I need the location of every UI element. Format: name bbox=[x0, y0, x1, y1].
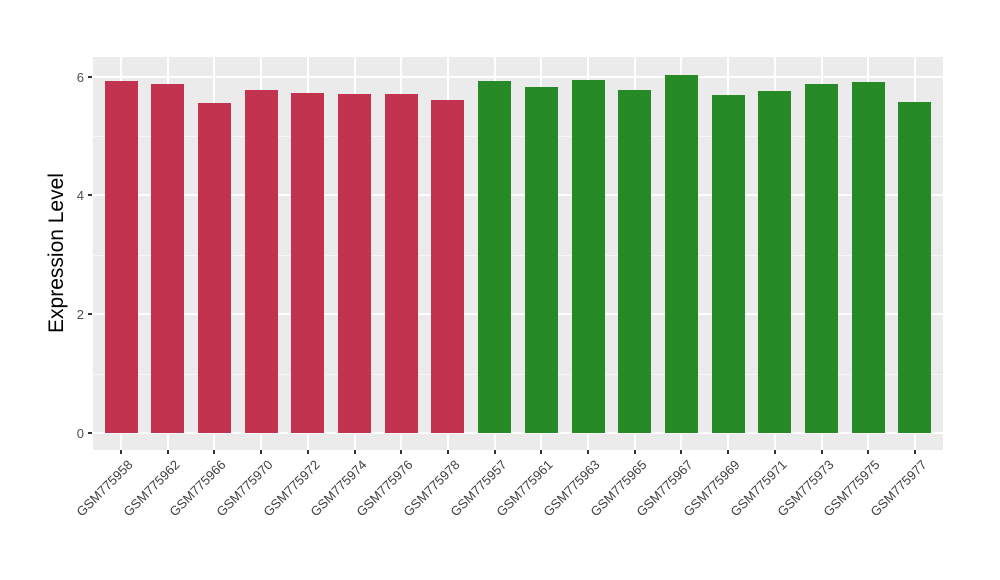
y-minor-gridline bbox=[93, 136, 943, 137]
plot-panel bbox=[93, 57, 943, 450]
x-tick-mark bbox=[913, 450, 916, 454]
x-tick-mark bbox=[213, 450, 216, 454]
bar-GSM775973 bbox=[805, 84, 839, 433]
y-minor-gridline bbox=[93, 373, 943, 375]
y-tick-label: 4 bbox=[76, 188, 84, 204]
y-tick-label: 6 bbox=[76, 69, 84, 85]
bar-GSM775962 bbox=[151, 83, 185, 433]
x-tick-mark bbox=[446, 450, 449, 454]
x-tick-mark bbox=[773, 450, 776, 454]
x-tick-mark bbox=[400, 450, 403, 454]
x-tick-mark bbox=[260, 450, 263, 454]
bar-GSM775971 bbox=[758, 91, 792, 433]
y-major-gridline bbox=[93, 432, 943, 434]
y-tick-mark bbox=[88, 75, 92, 78]
x-tick-mark bbox=[120, 450, 123, 454]
bar-GSM775972 bbox=[291, 92, 325, 433]
x-tick-mark bbox=[353, 450, 356, 454]
bar-GSM775965 bbox=[618, 90, 652, 433]
bar-GSM775974 bbox=[338, 94, 372, 433]
bar-GSM775977 bbox=[898, 101, 932, 433]
x-tick-mark bbox=[587, 450, 590, 454]
bar-GSM775966 bbox=[197, 102, 231, 433]
y-tick-label: 0 bbox=[76, 426, 84, 441]
bar-GSM775969 bbox=[711, 95, 745, 433]
bar-GSM775957 bbox=[478, 80, 512, 433]
x-tick-mark bbox=[633, 450, 636, 454]
x-tick-mark bbox=[867, 450, 870, 454]
y-major-gridline bbox=[93, 313, 943, 316]
y-axis-title: Expression Level bbox=[45, 173, 68, 333]
x-tick-mark bbox=[820, 450, 823, 454]
bar-GSM775963 bbox=[571, 79, 605, 433]
y-minor-gridline bbox=[93, 254, 943, 256]
bar-GSM775970 bbox=[244, 89, 278, 433]
bar-GSM775961 bbox=[524, 87, 558, 433]
y-tick-mark bbox=[88, 313, 92, 316]
y-major-gridline bbox=[93, 75, 943, 78]
y-major-gridline bbox=[93, 194, 943, 197]
bar-GSM775978 bbox=[431, 99, 465, 433]
bar-GSM775976 bbox=[384, 94, 418, 433]
x-tick-mark bbox=[680, 450, 683, 454]
bar-GSM775967 bbox=[664, 74, 698, 433]
y-tick-mark bbox=[88, 194, 92, 197]
x-tick-mark bbox=[727, 450, 730, 454]
x-tick-mark bbox=[306, 450, 309, 454]
x-tick-mark bbox=[540, 450, 543, 454]
bar-GSM775975 bbox=[851, 81, 885, 433]
y-tick-mark bbox=[88, 432, 92, 434]
y-tick-label: 2 bbox=[76, 307, 84, 323]
bar-GSM775958 bbox=[104, 81, 138, 433]
x-tick-mark bbox=[166, 450, 169, 454]
x-tick-mark bbox=[493, 450, 496, 454]
